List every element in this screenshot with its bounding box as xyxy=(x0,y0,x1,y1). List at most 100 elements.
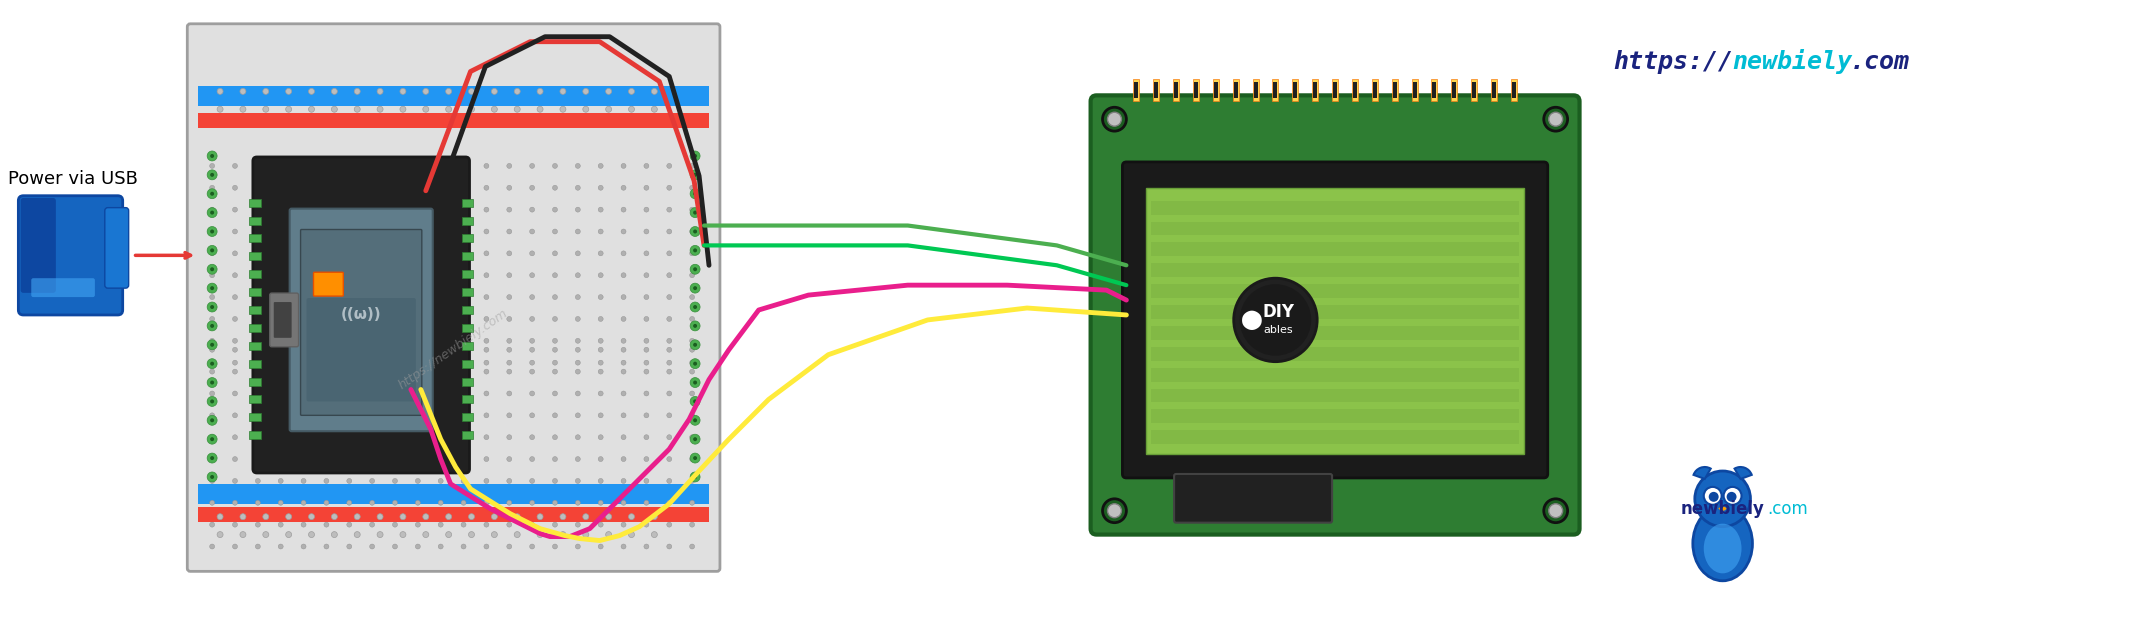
Circle shape xyxy=(392,479,398,484)
FancyBboxPatch shape xyxy=(32,278,94,297)
Circle shape xyxy=(484,413,488,418)
Circle shape xyxy=(302,229,306,234)
Bar xyxy=(248,306,261,314)
Circle shape xyxy=(690,544,694,549)
Circle shape xyxy=(529,391,536,396)
Circle shape xyxy=(255,544,261,549)
Bar xyxy=(461,234,473,242)
Circle shape xyxy=(371,369,375,374)
Circle shape xyxy=(371,456,375,461)
Circle shape xyxy=(666,164,673,169)
Circle shape xyxy=(690,435,694,440)
Circle shape xyxy=(347,229,351,234)
Bar xyxy=(199,484,709,504)
Circle shape xyxy=(347,251,351,256)
Bar xyxy=(1392,82,1397,99)
Circle shape xyxy=(347,273,351,278)
Circle shape xyxy=(666,500,673,505)
Circle shape xyxy=(690,396,700,406)
Circle shape xyxy=(210,369,214,374)
Circle shape xyxy=(353,89,360,94)
Bar xyxy=(1472,79,1478,101)
Circle shape xyxy=(371,522,375,527)
Circle shape xyxy=(353,531,360,538)
Circle shape xyxy=(302,369,306,374)
Circle shape xyxy=(508,522,512,527)
Circle shape xyxy=(416,391,420,396)
Circle shape xyxy=(461,207,467,212)
Circle shape xyxy=(308,106,315,112)
Circle shape xyxy=(484,456,488,461)
Circle shape xyxy=(484,339,488,343)
Bar xyxy=(1272,79,1279,101)
Bar xyxy=(248,216,261,224)
Bar xyxy=(1150,305,1519,319)
Circle shape xyxy=(371,316,375,321)
Circle shape xyxy=(621,435,625,440)
Circle shape xyxy=(529,413,536,418)
Wedge shape xyxy=(1718,506,1726,511)
Circle shape xyxy=(233,500,238,505)
Circle shape xyxy=(690,453,700,463)
Circle shape xyxy=(553,369,557,374)
Circle shape xyxy=(694,399,696,404)
Circle shape xyxy=(484,369,488,374)
Circle shape xyxy=(583,531,589,538)
Circle shape xyxy=(666,369,673,374)
Circle shape xyxy=(469,89,476,94)
Circle shape xyxy=(598,391,604,396)
Circle shape xyxy=(694,229,696,234)
Circle shape xyxy=(690,340,700,350)
Circle shape xyxy=(210,211,214,215)
Circle shape xyxy=(371,164,375,169)
Circle shape xyxy=(576,456,580,461)
Circle shape xyxy=(645,207,649,212)
Circle shape xyxy=(694,361,696,366)
Circle shape xyxy=(1234,278,1317,361)
Circle shape xyxy=(1240,284,1311,356)
FancyBboxPatch shape xyxy=(186,24,720,572)
Circle shape xyxy=(553,164,557,169)
Wedge shape xyxy=(1694,467,1711,479)
Circle shape xyxy=(416,544,420,549)
Circle shape xyxy=(278,369,283,374)
Circle shape xyxy=(371,435,375,440)
Circle shape xyxy=(371,413,375,418)
Circle shape xyxy=(208,283,216,293)
Circle shape xyxy=(401,531,407,538)
Circle shape xyxy=(302,164,306,169)
Circle shape xyxy=(461,544,467,549)
Circle shape xyxy=(621,369,625,374)
Circle shape xyxy=(347,391,351,396)
Circle shape xyxy=(285,106,291,112)
Circle shape xyxy=(323,413,330,418)
Circle shape xyxy=(210,544,214,549)
Circle shape xyxy=(529,544,536,549)
Circle shape xyxy=(651,106,658,112)
Circle shape xyxy=(323,522,330,527)
Circle shape xyxy=(210,391,214,396)
Circle shape xyxy=(529,294,536,299)
Bar xyxy=(1294,82,1298,99)
Circle shape xyxy=(1709,492,1718,502)
Circle shape xyxy=(621,316,625,321)
FancyBboxPatch shape xyxy=(300,229,422,415)
Circle shape xyxy=(392,273,398,278)
Circle shape xyxy=(508,273,512,278)
Circle shape xyxy=(416,294,420,299)
Circle shape xyxy=(353,514,360,520)
Circle shape xyxy=(598,544,604,549)
Circle shape xyxy=(446,89,452,94)
Circle shape xyxy=(233,339,238,343)
Circle shape xyxy=(694,211,696,215)
Circle shape xyxy=(210,267,214,271)
Circle shape xyxy=(1107,112,1122,126)
Circle shape xyxy=(598,435,604,440)
Circle shape xyxy=(553,339,557,343)
Circle shape xyxy=(446,106,452,112)
Circle shape xyxy=(208,415,216,425)
Circle shape xyxy=(645,413,649,418)
Circle shape xyxy=(323,369,330,374)
Circle shape xyxy=(529,316,536,321)
Circle shape xyxy=(598,413,604,418)
